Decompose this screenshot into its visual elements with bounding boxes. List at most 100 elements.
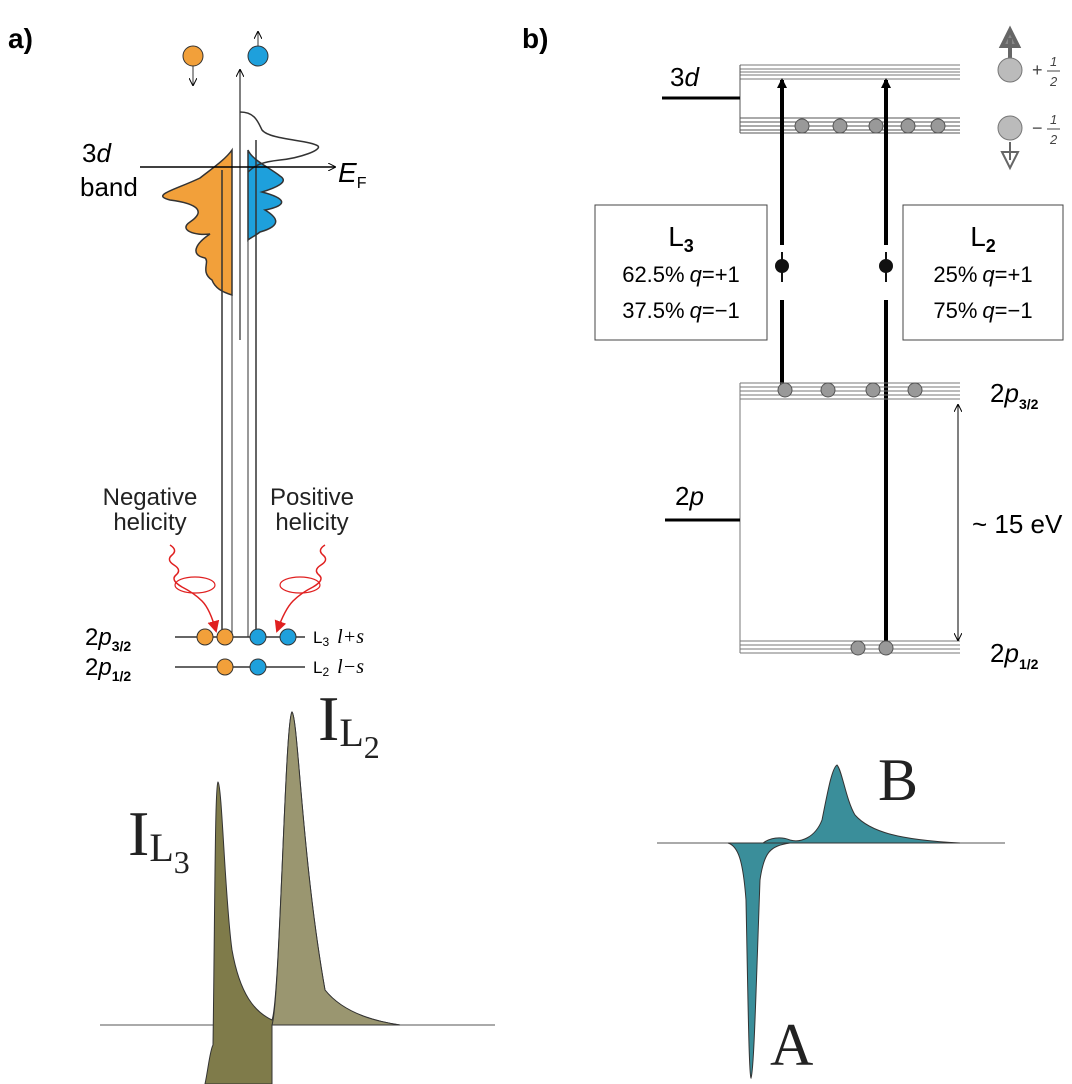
peak-label: IL3 — [128, 798, 190, 880]
l3-dichroism — [727, 842, 791, 1080]
polarization — [174, 576, 216, 594]
text-part: p — [97, 624, 111, 651]
text-part: L — [313, 628, 322, 647]
text-part: p — [97, 654, 111, 681]
d-electrons — [794, 118, 946, 134]
edge-label: L2 l−s — [313, 656, 364, 679]
text-part: L — [970, 221, 986, 252]
text-part: 3 — [670, 62, 684, 92]
text-part: p — [1003, 638, 1018, 668]
text-part: q — [690, 298, 703, 323]
text-part: 75% — [933, 298, 977, 323]
text-part: 3 — [322, 635, 329, 649]
panel-b: b) 3d + 1 2 − 1 2 L3 62.5% q=+1 37.5% q=−1… — [522, 23, 1064, 672]
text-part: 2 — [990, 378, 1004, 408]
spin-label: − — [1032, 118, 1043, 138]
fermi-label: EF — [338, 157, 367, 192]
text-part: 3 — [174, 844, 190, 880]
spin-up-electron — [247, 45, 269, 67]
edge-box — [902, 204, 1064, 341]
helicity-label: Positive — [270, 484, 354, 511]
text-part: l−s — [337, 656, 364, 678]
spin-down-electron — [182, 45, 204, 67]
helicity-label: helicity — [113, 509, 186, 536]
level-label: 2p1/2 — [85, 654, 131, 684]
level-label: 2p3/2 — [85, 624, 131, 654]
p12-band — [740, 640, 960, 654]
polarization — [279, 576, 321, 594]
text-part: 1/2 — [1019, 656, 1039, 672]
d-band-down — [740, 117, 960, 134]
text-part: =−1 — [995, 298, 1033, 323]
text-part: I — [318, 683, 339, 754]
spin-down-arrow — [1000, 142, 1020, 171]
photon-positive — [274, 544, 327, 633]
text-part: l+s — [337, 626, 364, 648]
splitting-label: ~ 15 eV — [972, 509, 1063, 539]
text-part: q — [690, 262, 703, 287]
text-part: 2 — [322, 665, 329, 679]
text-part: 2 — [675, 481, 689, 511]
text-part: L — [149, 825, 173, 870]
text-part: 2 — [990, 638, 1004, 668]
edge-title: L3 — [668, 221, 694, 256]
text-part: 25% — [933, 262, 977, 287]
spin-label: 2 — [1049, 74, 1058, 89]
level-label: 2p1/2 — [990, 638, 1039, 672]
text-part: 2 — [85, 624, 98, 651]
l2-peak — [271, 711, 401, 1026]
level-label: 2p3/2 — [990, 378, 1039, 412]
helicity-label: Negative — [103, 484, 198, 511]
text-part: =−1 — [702, 298, 740, 323]
spin-up-sphere — [997, 57, 1023, 83]
text-part: L — [668, 221, 684, 252]
text-part: 37.5% — [622, 298, 684, 323]
text-part: I — [128, 798, 149, 869]
text-part: 3 — [82, 138, 96, 168]
text-part: 62.5% — [622, 262, 684, 287]
text-part: d — [96, 138, 112, 168]
panel-c: IL3 IL2 — [100, 683, 495, 1084]
edge-line: 37.5% q=−1 — [622, 298, 740, 323]
text-part: L — [339, 710, 363, 755]
edge-line: 75% q=−1 — [933, 298, 1032, 323]
text-part: 2 — [986, 236, 996, 256]
edge-label: L3 l+s — [313, 626, 364, 649]
core-electron — [216, 658, 234, 676]
peak-label: A — [770, 1012, 813, 1078]
spin-label: 2 — [1049, 132, 1058, 147]
text-part: F — [357, 175, 367, 192]
panel-label: a) — [8, 23, 33, 54]
text-part: d — [684, 62, 700, 92]
core-electron — [249, 658, 267, 676]
text-part: 3 — [684, 236, 694, 256]
dos-unoccupied — [239, 111, 320, 173]
text-part: 3/2 — [1019, 396, 1039, 412]
core-electron — [249, 628, 267, 646]
core-electron — [196, 628, 214, 646]
text-part: =+1 — [702, 262, 740, 287]
spin-down-sphere — [997, 115, 1023, 141]
p-electrons — [777, 382, 923, 656]
edge-line: 25% q=+1 — [933, 262, 1032, 287]
text-part: 1/2 — [112, 668, 132, 684]
peak-label: IL2 — [318, 683, 380, 765]
text-part: 2 — [85, 654, 98, 681]
core-electron — [279, 628, 297, 646]
peak-label: B — [878, 747, 918, 813]
text-part: 3/2 — [112, 638, 132, 654]
panel-label: b) — [522, 23, 548, 54]
spin-up-arrow — [998, 25, 1022, 58]
text-part: p — [688, 481, 703, 511]
p-label: 2p — [675, 481, 704, 511]
text-part: 2 — [364, 729, 380, 765]
panel-a: a) EF 3d band Negative helicity Positive… — [8, 23, 367, 684]
photon-negative — [168, 544, 220, 633]
core-electron — [216, 628, 234, 646]
text-part: q — [982, 262, 995, 287]
edge-title: L2 — [970, 221, 996, 256]
d-label: 3d — [670, 62, 700, 92]
text-part: L — [313, 658, 322, 677]
panel-d: B A — [657, 747, 1005, 1080]
